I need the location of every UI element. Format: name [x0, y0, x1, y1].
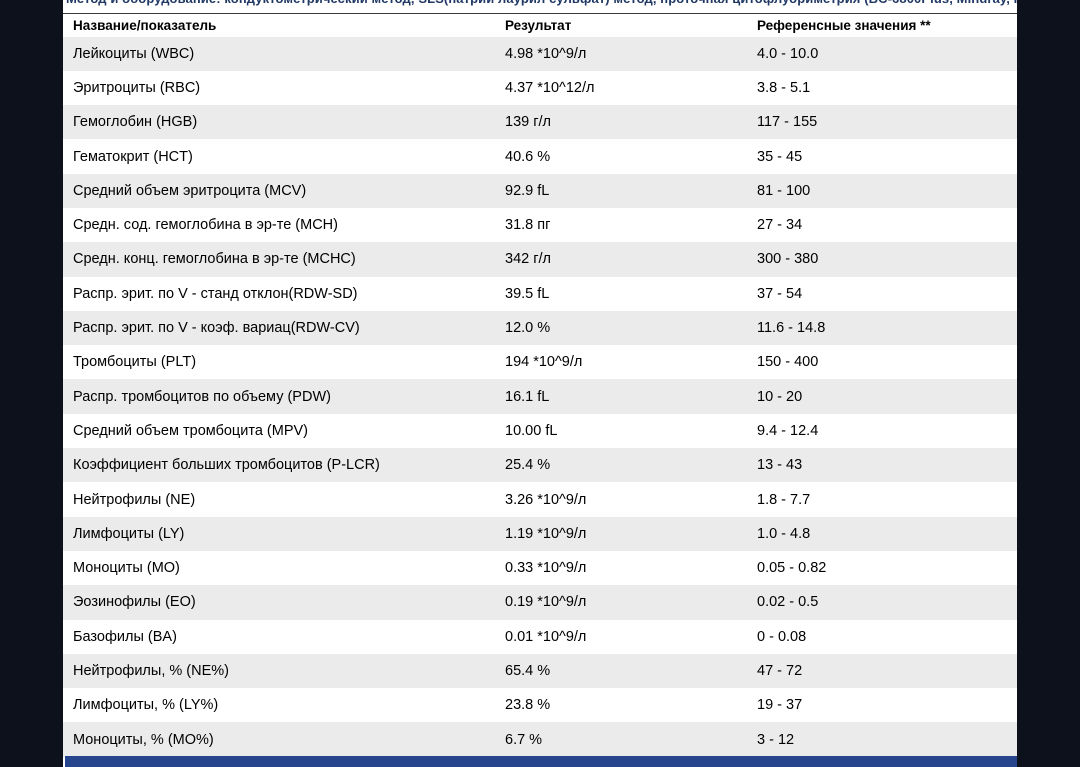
reference-range-cell: 19 - 37 — [757, 697, 803, 714]
analyte-name-cell: Гематокрит (HCT) — [73, 148, 193, 165]
reference-range-cell: 47 - 72 — [757, 662, 803, 679]
result-cell: 12.0 % — [505, 320, 551, 337]
analyte-name-cell: Средний объем эритроцита (MCV) — [73, 182, 307, 199]
document-page: Метод и оборудование: кондуктометрически… — [63, 0, 1017, 767]
table-row: Распр. эрит. по V - станд отклон(RDW-SD)… — [63, 277, 1017, 311]
reference-range-cell: 81 - 100 — [757, 182, 811, 199]
analyte-name-cell: Распр. эрит. по V - станд отклон(RDW-SD) — [73, 285, 358, 302]
reference-range-cell: 13 - 43 — [757, 457, 803, 474]
result-cell: 92.9 fL — [505, 182, 550, 199]
analyte-name-cell: Лейкоциты (WBC) — [73, 45, 195, 62]
analyte-name-cell: Распр. эрит. по V - коэф. вариац(RDW-CV) — [73, 320, 360, 337]
table-row: Лимфоциты (LY) 1.19 *10^9/л 1.0 - 4.8 — [63, 516, 1017, 551]
reference-range-cell: 11.6 - 14.8 — [757, 320, 826, 337]
reference-range-cell: 117 - 155 — [757, 114, 818, 131]
reference-range-cell: 0 - 0.08 — [757, 628, 807, 645]
result-cell: 23.8 % — [505, 697, 551, 714]
reference-range-cell: 35 - 45 — [757, 148, 803, 165]
result-cell: 25.4 % — [505, 457, 551, 474]
table-row: Тромбоциты (PLT) 194 *10^9/л 150 - 400 — [63, 345, 1017, 379]
analyte-name-cell: Средний объем тромбоцита (MPV) — [73, 422, 308, 439]
result-cell: 194 *10^9/л — [505, 354, 583, 371]
reference-range-cell: 3.8 - 5.1 — [757, 79, 811, 96]
reference-range-cell: 0.05 - 0.82 — [757, 560, 827, 577]
column-header-result: Результат — [505, 17, 572, 33]
column-header-reference: Референсные значения ** — [757, 17, 931, 33]
reference-range-cell: 37 - 54 — [757, 285, 803, 302]
reference-range-cell: 1.8 - 7.7 — [757, 491, 811, 508]
table-row: Эритроциты (RBC) 4.37 *10^12/л 3.8 - 5.1 — [63, 71, 1017, 105]
analyte-name-cell: Гемоглобин (HGB) — [73, 114, 198, 131]
table-row: Нейтрофилы (NE) 3.26 *10^9/л 1.8 - 7.7 — [63, 482, 1017, 516]
table-row: Моноциты, % (MO%) 6.7 % 3 - 12 — [63, 722, 1017, 757]
result-cell: 3.26 *10^9/л — [505, 491, 587, 508]
table-row: Нейтрофилы, % (NE%) 65.4 % 47 - 72 — [63, 653, 1017, 689]
result-cell: 342 г/л — [505, 251, 551, 268]
result-cell: 65.4 % — [505, 662, 551, 679]
result-cell: 39.5 fL — [505, 285, 550, 302]
result-cell: 4.37 *10^12/л — [505, 79, 595, 96]
table-row: Средний объем эритроцита (MCV) 92.9 fL 81 … — [63, 173, 1017, 208]
result-cell: 6.7 % — [505, 731, 543, 748]
analyte-name-cell: Эритроциты (RBC) — [73, 79, 201, 96]
result-cell: 16.1 fL — [505, 388, 550, 405]
result-cell: 4.98 *10^9/л — [505, 45, 587, 62]
table-header-row: Название/показатель Результат Референсны… — [63, 13, 1017, 37]
analyte-name-cell: Распр. тромбоцитов по объему (PDW) — [73, 388, 331, 405]
analyte-name-cell: Базофилы (BA) — [73, 628, 177, 645]
result-cell: 40.6 % — [505, 148, 551, 165]
analyte-name-cell: Эозинофилы (EO) — [73, 594, 196, 611]
table-row: Распр. эрит. по V - коэф. вариац(RDW-CV)… — [63, 310, 1017, 346]
result-cell: 139 г/л — [505, 114, 551, 131]
result-cell: 0.33 *10^9/л — [505, 560, 587, 577]
reference-range-cell: 4.0 - 10.0 — [757, 45, 819, 62]
table-row: Базофилы (BA) 0.01 *10^9/л 0 - 0.08 — [63, 620, 1017, 654]
analyte-name-cell: Лимфоциты (LY) — [73, 525, 185, 542]
result-cell: 1.19 *10^9/л — [505, 525, 587, 542]
result-cell: 0.01 *10^9/л — [505, 628, 587, 645]
reference-range-cell: 10 - 20 — [757, 388, 803, 405]
analyte-name-cell: Средн. сод. гемоглобина в эр-те (MCH) — [73, 217, 338, 234]
reference-range-cell: 9.4 - 12.4 — [757, 422, 819, 439]
reference-range-cell: 27 - 34 — [757, 217, 803, 234]
analyte-name-cell: Нейтрофилы, % (NE%) — [73, 662, 229, 679]
table-row: Распр. тромбоцитов по объему (PDW) 16.1 f… — [63, 379, 1017, 414]
reference-range-cell: 300 - 380 — [757, 251, 819, 268]
result-cell: 10.00 fL — [505, 422, 558, 439]
table-row: Средний объем тромбоцита (MPV) 10.00 fL 9.… — [63, 414, 1017, 448]
lab-results-table: Название/показатель Результат Референсны… — [63, 13, 1017, 757]
analyte-name-cell: Лимфоциты, % (LY%) — [73, 697, 219, 714]
table-row: Лимфоциты, % (LY%) 23.8 % 19 - 37 — [63, 688, 1017, 722]
analyte-name-cell: Моноциты (MO) — [73, 560, 180, 577]
table-row: Лейкоциты (WBC) 4.98 *10^9/л 4.0 - 10.0 — [63, 36, 1017, 71]
analyte-name-cell: Средн. конц. гемоглобина в эр-те (MCHC) — [73, 251, 356, 268]
method-equipment-line: Метод и оборудование: кондуктометрически… — [66, 0, 1017, 6]
analyte-name-cell: Коэффициент больших тромбоцитов (P-LCR) — [73, 457, 380, 474]
reference-range-cell: 150 - 400 — [757, 354, 819, 371]
table-row: Средн. конц. гемоглобина в эр-те (MCHC) 3… — [63, 242, 1017, 277]
analyte-name-cell: Моноциты, % (MO%) — [73, 731, 214, 748]
reference-range-cell: 0.02 - 0.5 — [757, 594, 819, 611]
table-row: Гемоглобин (HGB) 139 г/л 117 - 155 — [63, 105, 1017, 140]
analyte-name-cell: Тромбоциты (PLT) — [73, 354, 197, 371]
table-row: Эозинофилы (EO) 0.19 *10^9/л 0.02 - 0.5 — [63, 585, 1017, 620]
result-cell: 0.19 *10^9/л — [505, 594, 587, 611]
result-cell: 31.8 пг — [505, 217, 551, 234]
results-tbody: Лейкоциты (WBC) 4.98 *10^9/л 4.0 - 10.0 Эри… — [63, 36, 1017, 757]
reference-range-cell: 3 - 12 — [757, 731, 795, 748]
table-row: Средн. сод. гемоглобина в эр-те (MCH) 31.… — [63, 208, 1017, 242]
analyte-name-cell: Нейтрофилы (NE) — [73, 491, 196, 508]
next-section-header-bar — [65, 756, 1017, 767]
reference-range-cell: 1.0 - 4.8 — [757, 525, 811, 542]
column-header-name: Название/показатель — [73, 17, 217, 33]
table-row: Гематокрит (HCT) 40.6 % 35 - 45 — [63, 139, 1017, 173]
table-row: Моноциты (MO) 0.33 *10^9/л 0.05 - 0.82 — [63, 551, 1017, 585]
table-row: Коэффициент больших тромбоцитов (P-LCR) 2… — [63, 448, 1017, 483]
